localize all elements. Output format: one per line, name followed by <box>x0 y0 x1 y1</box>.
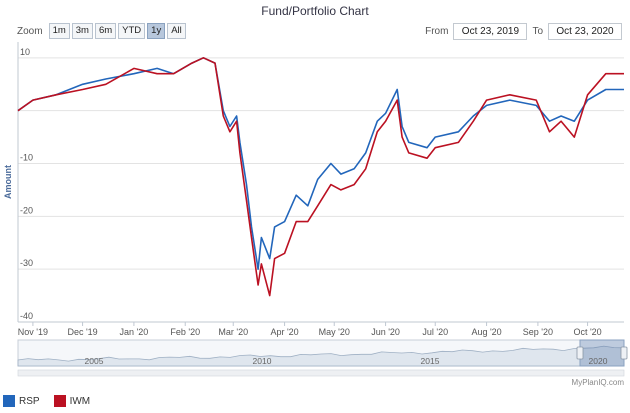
x-tick-label: Nov '19 <box>18 327 48 337</box>
x-tick-label: May '20 <box>319 327 350 337</box>
x-tick-label: Jul '20 <box>422 327 448 337</box>
zoom-1y-button[interactable]: 1y <box>147 23 166 39</box>
from-date-input[interactable]: Oct 23, 2019 <box>453 23 528 40</box>
chart-title: Fund/Portfolio Chart <box>261 4 369 18</box>
navigator-year-label: 2010 <box>253 356 272 366</box>
y-tick-label: 10 <box>20 47 30 57</box>
navigator[interactable]: 2005 2010 2015 2020 MyPlanIQ.com <box>17 339 628 387</box>
zoom-controls: Zoom 1m 3m 6m YTD 1y All <box>17 23 188 39</box>
watermark-text: MyPlanIQ.com <box>572 378 625 387</box>
x-axis: Nov '19 Dec '19 Jan '20 Feb '20 Mar '20 Apr '… <box>18 321 624 337</box>
x-tick-label: Jun '20 <box>371 327 400 337</box>
legend-item-rsp[interactable]: RSP <box>3 395 40 407</box>
legend-label-rsp: RSP <box>19 395 40 407</box>
zoom-3m-button[interactable]: 3m <box>71 23 93 39</box>
zoom-label: Zoom <box>17 25 43 37</box>
x-tick-label: Sep '20 <box>523 327 553 337</box>
to-label: To <box>532 26 543 37</box>
x-tick-label: Dec '19 <box>67 327 97 337</box>
x-tick-label: Apr '20 <box>270 327 298 337</box>
y-tick-label: -20 <box>20 205 33 215</box>
navigator-scrollbar[interactable] <box>17 369 625 377</box>
to-date-input[interactable]: Oct 23, 2020 <box>548 23 622 40</box>
x-tick-label: Feb '20 <box>170 327 200 337</box>
series-line-iwm <box>17 56 624 297</box>
y-axis-title: Amount <box>3 165 13 199</box>
from-label: From <box>425 26 449 37</box>
zoom-6m-button[interactable]: 6m <box>94 23 117 39</box>
zoom-all-button[interactable]: All <box>167 23 186 39</box>
navigator-year-label: 2020 <box>589 356 608 366</box>
navigator-year-label: 2015 <box>421 356 440 366</box>
y-tick-label: -30 <box>20 258 33 268</box>
legend-item-iwm[interactable]: IWM <box>53 395 91 407</box>
zoom-1m-button[interactable]: 1m <box>48 23 70 39</box>
navigator-year-label: 2005 <box>85 356 104 366</box>
navigator-handle[interactable] <box>576 346 584 360</box>
navigator-handle[interactable] <box>620 346 628 360</box>
x-tick-label: Aug '20 <box>471 327 501 337</box>
legend-label-iwm: IWM <box>69 395 91 407</box>
date-range: From Oct 23, 2019 To Oct 23, 2020 <box>420 23 622 40</box>
y-tick-label: -40 <box>20 311 33 321</box>
zoom-ytd-button[interactable]: YTD <box>118 23 146 39</box>
legend-swatch-iwm <box>53 395 66 407</box>
y-axis: 10 -10 -20 -30 -40 Amount <box>3 42 33 322</box>
navigator-series <box>17 345 625 367</box>
x-tick-label: Oct '20 <box>573 327 601 337</box>
legend: RSP IWM <box>3 395 104 407</box>
grid-lines <box>18 57 624 323</box>
x-tick-label: Mar '20 <box>218 327 248 337</box>
x-tick-label: Jan '20 <box>120 327 149 337</box>
series-lines <box>17 56 624 297</box>
y-tick-label: -10 <box>20 153 33 163</box>
legend-swatch-rsp <box>3 395 15 407</box>
